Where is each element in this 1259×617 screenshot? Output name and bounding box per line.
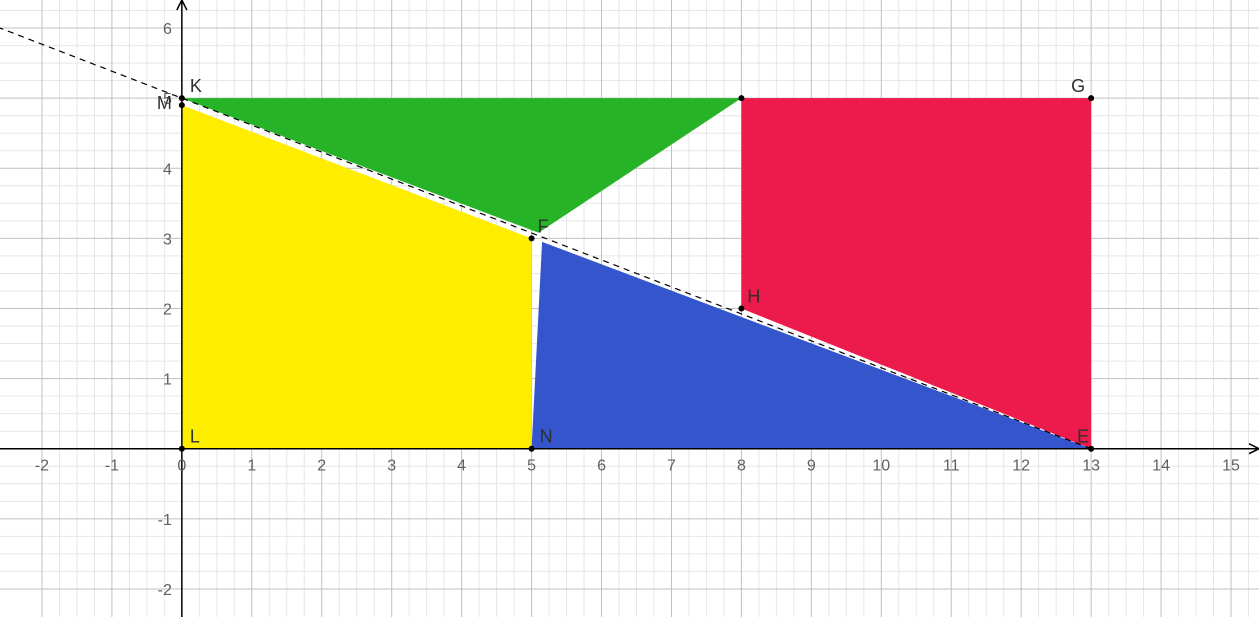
point-H <box>738 306 744 312</box>
point-label-M: M <box>157 93 172 113</box>
x-tick-label: 12 <box>1012 458 1030 475</box>
point-label-H: H <box>747 287 760 307</box>
x-tick-label: -2 <box>35 458 49 475</box>
x-tick-label: 13 <box>1082 458 1100 475</box>
point-label-N: N <box>540 427 553 447</box>
y-tick-label: 2 <box>163 302 172 319</box>
x-tick-label: 5 <box>527 458 536 475</box>
x-tick-label: 3 <box>387 458 396 475</box>
point-G <box>1088 95 1094 101</box>
point-label-L: L <box>190 427 200 447</box>
point-P8_5 <box>738 95 744 101</box>
x-tick-label: 8 <box>737 458 746 475</box>
point-F <box>529 235 535 241</box>
point-N <box>529 446 535 452</box>
geometry-plot: -2-10123456789101112131415-2-1123456KMLN… <box>0 0 1259 617</box>
y-tick-label: 4 <box>163 161 172 178</box>
plot-svg: -2-10123456789101112131415-2-1123456KMLN… <box>0 0 1259 617</box>
y-tick-label: -2 <box>158 582 172 599</box>
x-tick-label: 4 <box>457 458 466 475</box>
point-L <box>179 446 185 452</box>
x-tick-label: 6 <box>597 458 606 475</box>
x-tick-label: 15 <box>1222 458 1240 475</box>
point-M <box>179 102 185 108</box>
x-tick-label: 9 <box>807 458 816 475</box>
x-tick-label: 11 <box>943 458 960 475</box>
point-label-F: F <box>538 216 549 236</box>
y-tick-label: 3 <box>163 231 172 248</box>
point-label-K: K <box>190 76 202 96</box>
point-label-G: G <box>1071 76 1085 96</box>
x-tick-label: -1 <box>105 458 119 475</box>
x-tick-label: 7 <box>667 458 676 475</box>
y-tick-label: 6 <box>163 21 172 38</box>
x-tick-label: 0 <box>177 458 186 475</box>
point-K <box>179 95 185 101</box>
point-label-E: E <box>1077 427 1089 447</box>
y-tick-label: 1 <box>163 372 172 389</box>
x-tick-label: 14 <box>1152 458 1170 475</box>
y-tick-label: -1 <box>158 512 172 529</box>
x-tick-label: 2 <box>317 458 326 475</box>
x-tick-label: 10 <box>872 458 890 475</box>
x-tick-label: 1 <box>247 458 256 475</box>
